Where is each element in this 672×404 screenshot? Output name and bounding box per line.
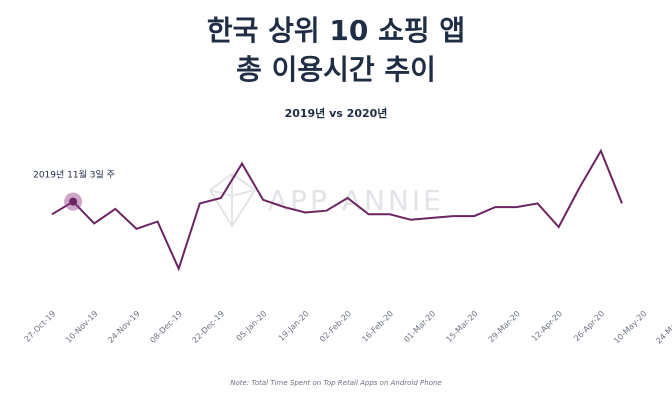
watermark: APP ANNIE	[208, 172, 444, 228]
annotation-marker	[69, 197, 78, 206]
x-tick-label: 15-Mar-20	[444, 309, 479, 344]
x-tick-label: 24-May-20	[654, 309, 672, 345]
x-tick-label: 16-Feb-20	[360, 309, 395, 344]
watermark-text: APP ANNIE	[268, 184, 444, 217]
chart-title-line1: 한국 상위 10 쇼핑 앱	[206, 14, 466, 47]
x-tick-label: 29-Mar-20	[487, 309, 522, 344]
annotations: 2019년 11월 3일 주2020년 11월 1일 주	[33, 169, 115, 211]
app-annie-logo-icon	[208, 172, 257, 228]
x-tick-label: 08-Dec-19	[148, 309, 184, 345]
x-tick-label: 19-Jan-20	[277, 309, 311, 343]
x-axis-ticks: 27-Oct-19 10-Nov-19 24-Nov-19 08-Dec-19 22-D…	[23, 309, 672, 345]
x-tick-label: 05-Jan-20	[235, 309, 269, 343]
x-tick-label: 22-Dec-19	[191, 309, 227, 345]
x-tick-label: 10-Nov-19	[64, 309, 100, 345]
x-tick-label: 27-Oct-19	[23, 309, 58, 344]
annotation-label: 2019년 11월 3일 주	[33, 169, 115, 181]
x-tick-label: 26-Apr-20	[572, 309, 606, 343]
chart-title-line2: 총 이용시간 추이	[236, 53, 436, 86]
series-line	[51, 148, 623, 272]
x-tick-label: 12-Apr-20	[530, 309, 564, 343]
x-tick-label: 10-May-20	[612, 309, 648, 345]
x-tick-label: 02-Feb-20	[318, 309, 353, 344]
chart-subtitle: 2019년 vs 2020년	[284, 107, 388, 120]
chart-note: Note: Total Time Spent on Top Retail App…	[230, 379, 442, 387]
x-tick-label: 01-Mar-20	[402, 309, 437, 344]
x-tick-label: 24-Nov-19	[106, 309, 142, 345]
